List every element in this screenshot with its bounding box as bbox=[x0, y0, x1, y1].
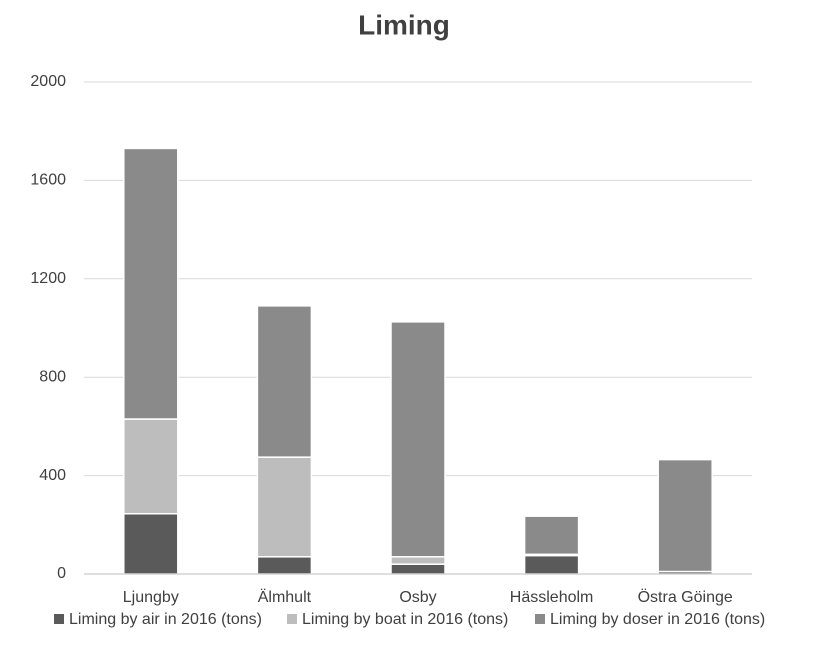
x-tick-label: Ljungby bbox=[123, 589, 179, 606]
x-tick-label: Osby bbox=[399, 589, 436, 606]
y-tick-label: 400 bbox=[39, 467, 66, 484]
bar-segment bbox=[123, 147, 179, 420]
chart-title: Liming bbox=[358, 9, 450, 40]
legend-label: Liming by doser in 2016 (tons) bbox=[550, 611, 765, 628]
y-tick-label: 0 bbox=[57, 565, 66, 582]
bar-segment bbox=[523, 515, 580, 556]
legend-swatch bbox=[54, 614, 64, 624]
bar-segment bbox=[390, 556, 446, 565]
bar-segment bbox=[123, 512, 179, 575]
y-tick-label: 1600 bbox=[30, 172, 66, 189]
y-tick-label: 1200 bbox=[30, 270, 66, 287]
x-tick-label: Östra Göinge bbox=[638, 588, 733, 606]
bar-segment bbox=[657, 458, 713, 573]
legend-swatch bbox=[535, 614, 545, 624]
legend-label: Liming by boat in 2016 (tons) bbox=[302, 611, 508, 628]
bar-segment bbox=[390, 563, 446, 575]
x-tick-label: Älmhult bbox=[258, 588, 312, 606]
legend-swatch bbox=[287, 614, 297, 624]
bar-segment bbox=[256, 556, 313, 575]
bar-segment bbox=[256, 305, 313, 458]
bar-segment bbox=[390, 321, 446, 558]
y-tick-label: 800 bbox=[39, 368, 66, 385]
legend-label: Liming by air in 2016 (tons) bbox=[69, 611, 262, 628]
bar-segment bbox=[523, 554, 580, 575]
bar-segment bbox=[256, 456, 313, 558]
bar-segment bbox=[123, 418, 179, 515]
x-tick-label: Hässleholm bbox=[510, 589, 594, 606]
y-tick-label: 2000 bbox=[30, 73, 66, 90]
